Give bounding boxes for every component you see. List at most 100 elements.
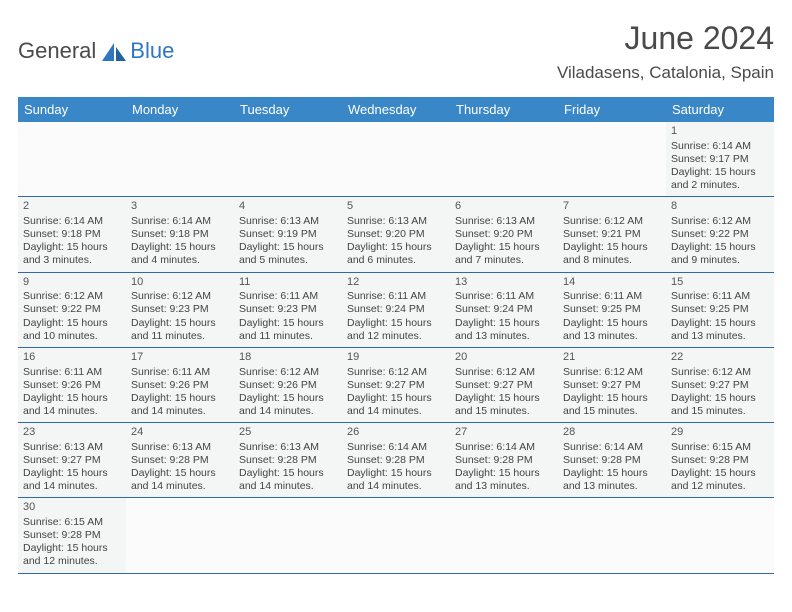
daylight-line: Daylight: 15 hours and 14 minutes. [131,467,229,493]
day-number: 14 [563,276,661,290]
sunset-line: Sunset: 9:18 PM [23,228,121,241]
calendar-cell: 2Sunrise: 6:14 AMSunset: 9:18 PMDaylight… [18,197,126,272]
day-number: 11 [239,276,337,290]
sunrise-line: Sunrise: 6:12 AM [239,366,337,379]
sunrise-line: Sunrise: 6:13 AM [131,441,229,454]
calendar-cell: 1Sunrise: 6:14 AMSunset: 9:17 PMDaylight… [666,122,774,197]
day-number: 10 [131,276,229,290]
calendar-cell: 29Sunrise: 6:15 AMSunset: 9:28 PMDayligh… [666,423,774,498]
calendar-cell: 26Sunrise: 6:14 AMSunset: 9:28 PMDayligh… [342,423,450,498]
day-number: 8 [671,200,769,214]
calendar-body: 1Sunrise: 6:14 AMSunset: 9:17 PMDaylight… [18,122,774,573]
sunrise-line: Sunrise: 6:12 AM [23,290,121,303]
calendar-cell: 4Sunrise: 6:13 AMSunset: 9:19 PMDaylight… [234,197,342,272]
daylight-line: Daylight: 15 hours and 14 minutes. [239,467,337,493]
sunrise-line: Sunrise: 6:13 AM [455,215,553,228]
sunrise-line: Sunrise: 6:12 AM [671,215,769,228]
sunrise-line: Sunrise: 6:14 AM [455,441,553,454]
sunrise-line: Sunrise: 6:11 AM [347,290,445,303]
sunrise-line: Sunrise: 6:14 AM [23,215,121,228]
day-number: 6 [455,200,553,214]
sunset-line: Sunset: 9:27 PM [671,379,769,392]
sunrise-line: Sunrise: 6:14 AM [131,215,229,228]
sunset-line: Sunset: 9:26 PM [131,379,229,392]
day-number: 15 [671,276,769,290]
daylight-line: Daylight: 15 hours and 11 minutes. [131,317,229,343]
daylight-line: Daylight: 15 hours and 14 minutes. [23,392,121,418]
day-number: 2 [23,200,121,214]
calendar-cell: 12Sunrise: 6:11 AMSunset: 9:24 PMDayligh… [342,272,450,347]
day-number: 7 [563,200,661,214]
day-number: 27 [455,426,553,440]
calendar-cell: 27Sunrise: 6:14 AMSunset: 9:28 PMDayligh… [450,423,558,498]
day-number: 5 [347,200,445,214]
calendar-cell: 28Sunrise: 6:14 AMSunset: 9:28 PMDayligh… [558,423,666,498]
sunset-line: Sunset: 9:25 PM [671,303,769,316]
daylight-line: Daylight: 15 hours and 13 minutes. [455,467,553,493]
calendar-cell-empty [126,122,234,197]
title-block: June 2024 Viladasens, Catalonia, Spain [557,20,774,83]
sunrise-line: Sunrise: 6:14 AM [347,441,445,454]
day-number: 17 [131,351,229,365]
day-header: Tuesday [234,97,342,122]
day-header: Thursday [450,97,558,122]
daylight-line: Daylight: 15 hours and 14 minutes. [131,392,229,418]
calendar-cell: 7Sunrise: 6:12 AMSunset: 9:21 PMDaylight… [558,197,666,272]
daylight-line: Daylight: 15 hours and 2 minutes. [671,166,769,192]
calendar-cell: 14Sunrise: 6:11 AMSunset: 9:25 PMDayligh… [558,272,666,347]
calendar-cell-empty [666,498,774,573]
sunset-line: Sunset: 9:25 PM [563,303,661,316]
daylight-line: Daylight: 15 hours and 15 minutes. [455,392,553,418]
logo: General Blue [18,38,174,64]
sunset-line: Sunset: 9:24 PM [347,303,445,316]
calendar-cell: 23Sunrise: 6:13 AMSunset: 9:27 PMDayligh… [18,423,126,498]
calendar-cell-empty [450,498,558,573]
calendar-cell: 20Sunrise: 6:12 AMSunset: 9:27 PMDayligh… [450,347,558,422]
daylight-line: Daylight: 15 hours and 3 minutes. [23,241,121,267]
location: Viladasens, Catalonia, Spain [557,63,774,83]
calendar-cell: 22Sunrise: 6:12 AMSunset: 9:27 PMDayligh… [666,347,774,422]
daylight-line: Daylight: 15 hours and 13 minutes. [563,317,661,343]
sunset-line: Sunset: 9:22 PM [23,303,121,316]
logo-text-blue: Blue [130,38,174,64]
calendar-cell-empty [18,122,126,197]
calendar-cell-empty [342,122,450,197]
sunset-line: Sunset: 9:23 PM [239,303,337,316]
sunset-line: Sunset: 9:21 PM [563,228,661,241]
daylight-line: Daylight: 15 hours and 15 minutes. [671,392,769,418]
sunrise-line: Sunrise: 6:13 AM [347,215,445,228]
day-number: 20 [455,351,553,365]
calendar-row: 23Sunrise: 6:13 AMSunset: 9:27 PMDayligh… [18,423,774,498]
sunset-line: Sunset: 9:20 PM [347,228,445,241]
sunset-line: Sunset: 9:26 PM [239,379,337,392]
sunset-line: Sunset: 9:23 PM [131,303,229,316]
sunrise-line: Sunrise: 6:14 AM [671,140,769,153]
day-number: 24 [131,426,229,440]
sunrise-line: Sunrise: 6:12 AM [131,290,229,303]
calendar-cell: 5Sunrise: 6:13 AMSunset: 9:20 PMDaylight… [342,197,450,272]
calendar-cell: 15Sunrise: 6:11 AMSunset: 9:25 PMDayligh… [666,272,774,347]
day-number: 30 [23,501,121,515]
sunrise-line: Sunrise: 6:15 AM [23,516,121,529]
sunrise-line: Sunrise: 6:11 AM [23,366,121,379]
calendar-cell-empty [342,498,450,573]
daylight-line: Daylight: 15 hours and 13 minutes. [671,317,769,343]
calendar-cell-empty [450,122,558,197]
month-title: June 2024 [557,20,774,57]
sunset-line: Sunset: 9:27 PM [347,379,445,392]
calendar-cell-empty [234,122,342,197]
sunrise-line: Sunrise: 6:13 AM [239,215,337,228]
sunrise-line: Sunrise: 6:15 AM [671,441,769,454]
sunset-line: Sunset: 9:27 PM [455,379,553,392]
calendar-row: 2Sunrise: 6:14 AMSunset: 9:18 PMDaylight… [18,197,774,272]
logo-sail-icon [100,41,128,63]
day-header: Saturday [666,97,774,122]
day-header: Wednesday [342,97,450,122]
sunset-line: Sunset: 9:20 PM [455,228,553,241]
sunrise-line: Sunrise: 6:11 AM [671,290,769,303]
daylight-line: Daylight: 15 hours and 6 minutes. [347,241,445,267]
day-number: 1 [671,125,769,139]
daylight-line: Daylight: 15 hours and 14 minutes. [23,467,121,493]
day-number: 12 [347,276,445,290]
sunrise-line: Sunrise: 6:13 AM [23,441,121,454]
